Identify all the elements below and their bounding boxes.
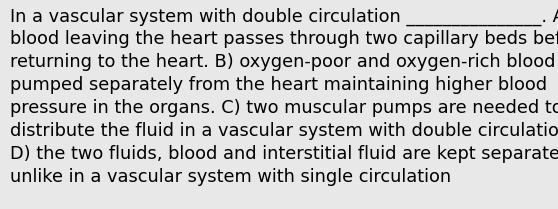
Text: In a vascular system with double circulation _______________. A)
blood leaving t: In a vascular system with double circula… xyxy=(10,7,558,186)
